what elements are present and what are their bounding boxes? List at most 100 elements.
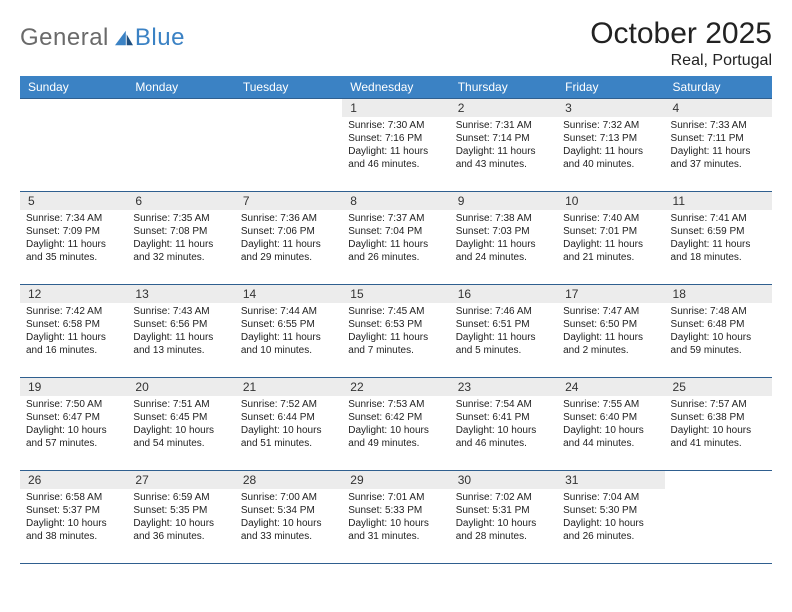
calendar-table: Sunday Monday Tuesday Wednesday Thursday… [20, 76, 772, 564]
day-detail-line: Daylight: 11 hours [26, 331, 121, 344]
day-details: Sunrise: 7:38 AMSunset: 7:03 PMDaylight:… [450, 212, 557, 264]
day-details: Sunrise: 7:34 AMSunset: 7:09 PMDaylight:… [20, 212, 127, 264]
day-detail-line: Sunset: 7:11 PM [671, 132, 766, 145]
day-detail-line: Sunrise: 7:37 AM [348, 212, 443, 225]
day-detail-line: and 46 minutes. [348, 158, 443, 171]
day-number: 2 [450, 99, 557, 117]
day-number: 7 [235, 192, 342, 210]
weekday-header: Monday [127, 76, 234, 99]
day-number: 30 [450, 471, 557, 489]
day-detail-line: Sunset: 6:58 PM [26, 318, 121, 331]
day-detail-line: Sunrise: 7:46 AM [456, 305, 551, 318]
day-detail-line: Sunrise: 7:45 AM [348, 305, 443, 318]
calendar-day-cell: 31Sunrise: 7:04 AMSunset: 5:30 PMDayligh… [557, 470, 664, 563]
day-detail-line: Daylight: 10 hours [348, 517, 443, 530]
day-number: 23 [450, 378, 557, 396]
calendar-day-cell: 29Sunrise: 7:01 AMSunset: 5:33 PMDayligh… [342, 470, 449, 563]
calendar-day-cell: 24 Sunrise: 7:55 AMSunset: 6:40 PMDayligh… [557, 377, 664, 470]
day-detail-line: Daylight: 11 hours [671, 145, 766, 158]
day-detail-line: Sunset: 5:35 PM [133, 504, 228, 517]
day-detail-line: Daylight: 10 hours [133, 424, 228, 437]
day-details: Sunrise: 7:45 AMSunset: 6:53 PMDaylight:… [342, 305, 449, 357]
calendar-body: 1Sunrise: 7:30 AMSunset: 7:16 PMDaylight… [20, 98, 772, 563]
day-detail-line: Daylight: 11 hours [563, 238, 658, 251]
day-detail-line: Sunrise: 7:00 AM [241, 491, 336, 504]
day-detail-line: Daylight: 11 hours [26, 238, 121, 251]
calendar-day-cell: 1Sunrise: 7:30 AMSunset: 7:16 PMDaylight… [342, 98, 449, 191]
calendar-header-row: Sunday Monday Tuesday Wednesday Thursday… [20, 76, 772, 99]
day-detail-line: Daylight: 10 hours [456, 424, 551, 437]
calendar-day-cell: 19Sunrise: 7:50 AMSunset: 6:47 PMDayligh… [20, 377, 127, 470]
day-detail-line: Daylight: 10 hours [671, 331, 766, 344]
day-number: 15 [342, 285, 449, 303]
day-number: 12 [20, 285, 127, 303]
day-number: 13 [127, 285, 234, 303]
day-detail-line: Sunrise: 7:35 AM [133, 212, 228, 225]
day-number: 21 [235, 378, 342, 396]
day-detail-line: and 28 minutes. [456, 530, 551, 543]
day-details: Sunrise: 7:00 AMSunset: 5:34 PMDaylight:… [235, 491, 342, 543]
page-subtitle: Real, Portugal [590, 52, 772, 70]
brand-part1: General [20, 24, 109, 52]
day-details: Sunrise: 7:55 AMSunset: 6:40 PMDaylight:… [557, 398, 664, 450]
day-number: 10 [557, 192, 664, 210]
day-details: Sunrise: 7:43 AMSunset: 6:56 PMDaylight:… [127, 305, 234, 357]
day-detail-line: and 2 minutes. [563, 344, 658, 357]
day-detail-line: Sunrise: 7:01 AM [348, 491, 443, 504]
day-detail-line: Daylight: 11 hours [563, 145, 658, 158]
day-detail-line: Sunrise: 7:51 AM [133, 398, 228, 411]
calendar-day-cell: 5 Sunrise: 7:34 AMSunset: 7:09 PMDaylight… [20, 191, 127, 284]
day-detail-line: and 51 minutes. [241, 437, 336, 450]
day-number: 31 [557, 471, 664, 489]
day-detail-line: and 36 minutes. [133, 530, 228, 543]
day-detail-line: Sunset: 7:01 PM [563, 225, 658, 238]
day-number: 26 [20, 471, 127, 489]
weekday-header: Friday [557, 76, 664, 99]
day-detail-line: Sunrise: 6:58 AM [26, 491, 121, 504]
day-detail-line: Sunset: 7:16 PM [348, 132, 443, 145]
day-detail-line: and 49 minutes. [348, 437, 443, 450]
day-detail-line: Sunset: 6:45 PM [133, 411, 228, 424]
day-number: 16 [450, 285, 557, 303]
day-detail-line: and 21 minutes. [563, 251, 658, 264]
logo-sail-icon [113, 29, 135, 47]
day-details: Sunrise: 7:47 AMSunset: 6:50 PMDaylight:… [557, 305, 664, 357]
weekday-header: Wednesday [342, 76, 449, 99]
calendar-week-row: 5 Sunrise: 7:34 AMSunset: 7:09 PMDaylight… [20, 191, 772, 284]
day-detail-line: Sunset: 7:14 PM [456, 132, 551, 145]
day-number: 17 [557, 285, 664, 303]
calendar-week-row: 12Sunrise: 7:42 AMSunset: 6:58 PMDayligh… [20, 284, 772, 377]
day-number: 11 [665, 192, 772, 210]
day-detail-line: Daylight: 10 hours [26, 517, 121, 530]
day-detail-line: and 31 minutes. [348, 530, 443, 543]
calendar-day-cell: 17 Sunrise: 7:47 AMSunset: 6:50 PMDayligh… [557, 284, 664, 377]
day-detail-line: and 40 minutes. [563, 158, 658, 171]
day-detail-line: Sunset: 6:56 PM [133, 318, 228, 331]
day-detail-line: Daylight: 10 hours [241, 517, 336, 530]
day-detail-line: Sunset: 6:59 PM [671, 225, 766, 238]
day-number: 5 [20, 192, 127, 210]
day-detail-line: Sunrise: 7:53 AM [348, 398, 443, 411]
calendar-day-cell: 13 Sunrise: 7:43 AMSunset: 6:56 PMDayligh… [127, 284, 234, 377]
day-detail-line: Sunset: 6:40 PM [563, 411, 658, 424]
day-number: 27 [127, 471, 234, 489]
day-detail-line: Sunrise: 7:38 AM [456, 212, 551, 225]
weekday-header: Tuesday [235, 76, 342, 99]
day-details: Sunrise: 6:58 AMSunset: 5:37 PMDaylight:… [20, 491, 127, 543]
day-details: Sunrise: 7:44 AMSunset: 6:55 PMDaylight:… [235, 305, 342, 357]
day-detail-line: Daylight: 10 hours [456, 517, 551, 530]
day-detail-line: and 46 minutes. [456, 437, 551, 450]
day-details: Sunrise: 7:46 AMSunset: 6:51 PMDaylight:… [450, 305, 557, 357]
day-detail-line: Sunrise: 7:40 AM [563, 212, 658, 225]
day-details: Sunrise: 7:36 AMSunset: 7:06 PMDaylight:… [235, 212, 342, 264]
day-details: Sunrise: 7:37 AMSunset: 7:04 PMDaylight:… [342, 212, 449, 264]
calendar-day-cell: 11Sunrise: 7:41 AMSunset: 6:59 PMDayligh… [665, 191, 772, 284]
day-number: 22 [342, 378, 449, 396]
day-detail-line: and 54 minutes. [133, 437, 228, 450]
day-detail-line: Daylight: 11 hours [133, 331, 228, 344]
day-detail-line: and 43 minutes. [456, 158, 551, 171]
day-number: 24 [557, 378, 664, 396]
day-detail-line: and 10 minutes. [241, 344, 336, 357]
day-number: 14 [235, 285, 342, 303]
calendar-week-row: 19Sunrise: 7:50 AMSunset: 6:47 PMDayligh… [20, 377, 772, 470]
